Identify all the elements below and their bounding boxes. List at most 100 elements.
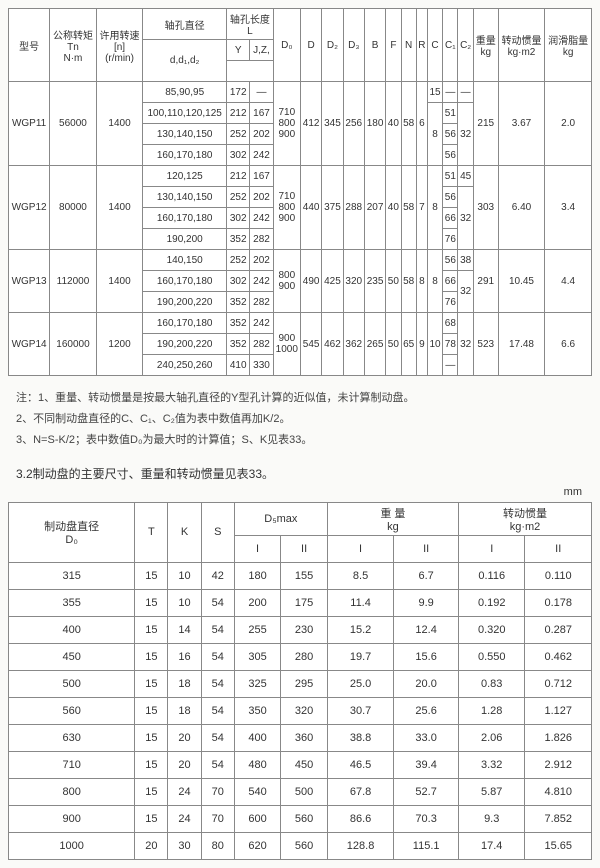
- cell-d: 240,250,260: [143, 355, 227, 376]
- cell-K: 20: [168, 724, 201, 751]
- table-row: 56015185435032030.725.61.281.127: [9, 697, 592, 724]
- cell-wII: 6.7: [394, 562, 459, 589]
- cell-R: 7: [416, 166, 427, 250]
- note-2: 2、不同制动盘直径的C、C₁、C₂值为表中数值再加K/2。: [16, 409, 592, 430]
- h-shaft-l: 轴孔长度 L: [227, 9, 274, 40]
- cell-K: 24: [168, 778, 201, 805]
- cell-D0: 355: [9, 589, 135, 616]
- cell-wt: 291: [473, 250, 498, 313]
- cell-K: 10: [168, 589, 201, 616]
- cell-D0: 500: [9, 670, 135, 697]
- cell-wI: 8.5: [327, 562, 393, 589]
- cell-C1: 51: [443, 103, 458, 124]
- cell-D: 490: [300, 250, 321, 313]
- cell-T: 20: [135, 832, 168, 859]
- cell-T: 15: [135, 805, 168, 832]
- cell-D0: 1000: [9, 832, 135, 859]
- cell-rpm: 1400: [96, 250, 143, 313]
- table-row: 50015185432529525.020.00.830.712: [9, 670, 592, 697]
- cell-d: 130,140,150: [143, 187, 227, 208]
- cell-dI: 600: [234, 805, 281, 832]
- cell-dII: 280: [281, 643, 328, 670]
- cell-wt: 215: [473, 82, 498, 166]
- cell-wI: 86.6: [327, 805, 393, 832]
- table-row: 35515105420017511.49.90.1920.178: [9, 589, 592, 616]
- cell-C: 8: [427, 250, 442, 313]
- table-row: 45015165430528019.715.60.5500.462: [9, 643, 592, 670]
- cell-T: 15: [135, 643, 168, 670]
- cell-dI: 305: [234, 643, 281, 670]
- cell-iII: 0.712: [525, 670, 592, 697]
- cell-iI: 9.3: [458, 805, 524, 832]
- cell-d: 130,140,150: [143, 124, 227, 145]
- cell-wt: 523: [473, 313, 498, 376]
- cell-C1: 56: [443, 250, 458, 271]
- cell-d: 190,200: [143, 229, 227, 250]
- cell-dII: 560: [281, 832, 328, 859]
- cell-S: 54: [201, 616, 234, 643]
- table-row: 3151510421801558.56.70.1160.110: [9, 562, 592, 589]
- cell-D: 545: [300, 313, 321, 376]
- cell-jz: 242: [250, 271, 273, 292]
- cell-N: 58: [401, 250, 416, 313]
- cell-T: 15: [135, 670, 168, 697]
- cell-jz: 330: [250, 355, 273, 376]
- cell-model: WGP13: [9, 250, 50, 313]
- cell-wII: 33.0: [394, 724, 459, 751]
- cell-C1: 56: [443, 124, 458, 145]
- cell-wI: 25.0: [327, 670, 393, 697]
- cell-C2: 38: [458, 250, 473, 271]
- cell-dII: 560: [281, 805, 328, 832]
- table-row: 40015145425523015.212.40.3200.287: [9, 616, 592, 643]
- h-in: 转动惯量 kg·m2: [498, 9, 545, 82]
- cell-wII: 15.6: [394, 643, 459, 670]
- note-1: 注：1、重量、转动惯量是按最大轴孔直径的Y型孔计算的近似值，未计算制动盘。: [16, 388, 592, 409]
- cell-iII: 1.826: [525, 724, 592, 751]
- cell-C: 8: [427, 166, 442, 250]
- cell-jz: 242: [250, 208, 273, 229]
- cell-jz: 242: [250, 313, 273, 334]
- cell-K: 14: [168, 616, 201, 643]
- cell-T: 15: [135, 697, 168, 724]
- cell-y: 352: [227, 229, 250, 250]
- cell-jz: 202: [250, 250, 273, 271]
- cell-Dc: 900 1000: [273, 313, 300, 376]
- h-D: D: [300, 9, 321, 82]
- cell-d: 160,170,180: [143, 313, 227, 334]
- brake-disc-table: 制动盘直径 D₀ T K S D₅max 重 量 kg 转动惯量 kg·m2 I…: [8, 502, 592, 860]
- cell-iII: 1.127: [525, 697, 592, 724]
- cell-wI: 11.4: [327, 589, 393, 616]
- cell-lu: 2.0: [545, 82, 592, 166]
- h-model: 型号: [9, 9, 50, 82]
- cell-C1: 68: [443, 313, 458, 334]
- cell-iI: 3.32: [458, 751, 524, 778]
- cell-F: 50: [386, 250, 401, 313]
- cell-K: 10: [168, 562, 201, 589]
- cell-S: 54: [201, 751, 234, 778]
- cell-dII: 175: [281, 589, 328, 616]
- cell-rpm: 1400: [96, 166, 143, 250]
- cell-D2: 462: [322, 313, 343, 376]
- cell-iII: 0.462: [525, 643, 592, 670]
- cell-D3: 320: [343, 250, 364, 313]
- h-R: R: [416, 9, 427, 82]
- h2-in: 转动惯量 kg·m2: [458, 502, 591, 535]
- table-row: 63015205440036038.833.02.061.826: [9, 724, 592, 751]
- cell-in: 3.67: [498, 82, 545, 166]
- cell-C2: 32: [458, 187, 473, 250]
- h-N: N: [401, 9, 416, 82]
- cell-S: 54: [201, 697, 234, 724]
- cell-C2: 45: [458, 166, 473, 187]
- cell-iII: 15.65: [525, 832, 592, 859]
- cell-jz: —: [250, 82, 273, 103]
- cell-lu: 6.6: [545, 313, 592, 376]
- cell-tn: 112000: [50, 250, 97, 313]
- cell-dI: 180: [234, 562, 281, 589]
- cell-tn: 56000: [50, 82, 97, 166]
- cell-d: 160,170,180: [143, 145, 227, 166]
- cell-dII: 320: [281, 697, 328, 724]
- cell-Dc: 710 800 900: [273, 166, 300, 250]
- h-tn: 公称转矩 Tn N·m: [50, 9, 97, 82]
- cell-d: 190,200,220: [143, 334, 227, 355]
- cell-C1: 76: [443, 229, 458, 250]
